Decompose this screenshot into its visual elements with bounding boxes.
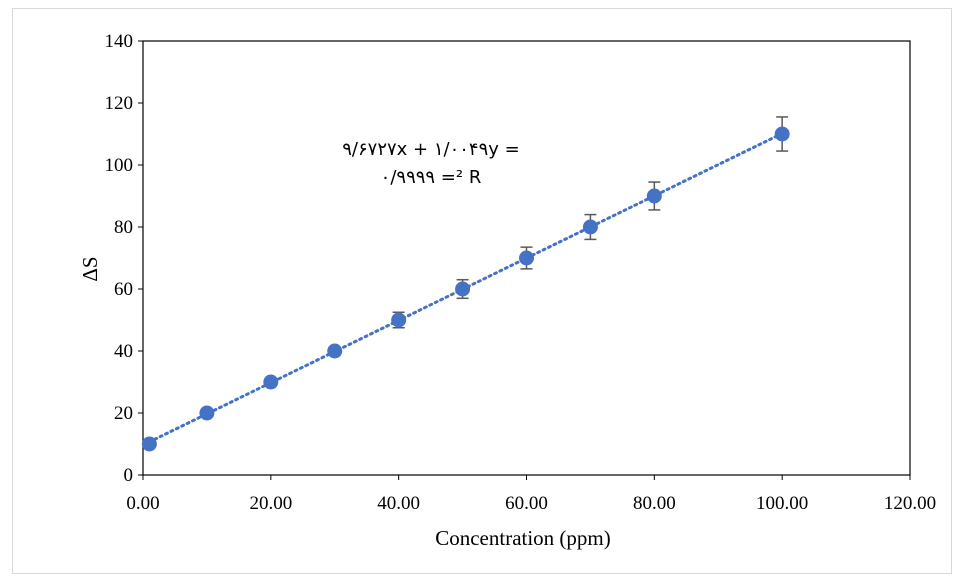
data-point — [646, 188, 662, 204]
x-tick-label: 120.00 — [884, 493, 936, 514]
data-point — [199, 405, 215, 421]
y-tick-label: 60 — [114, 279, 133, 300]
y-tick-label: 0 — [124, 465, 134, 486]
data-point — [774, 126, 790, 142]
scatter-chart: 0 20 40 60 80 100 120 140 0.00 20.00 40.00 60.00 80.… — [78, 31, 937, 550]
x-tick-label: 40.00 — [377, 493, 420, 514]
x-tick-label: 80.00 — [633, 493, 676, 514]
trendline — [147, 131, 784, 444]
x-tick-label: 0.00 — [126, 493, 159, 514]
x-tick-label: 20.00 — [249, 493, 292, 514]
x-axis-title: Concentration (ppm) — [435, 526, 611, 550]
trendline-group — [147, 131, 784, 444]
y-tick-label: 140 — [105, 31, 134, 52]
tick-labels: 0 20 40 60 80 100 120 140 0.00 20.00 40.00 60.00 80.… — [105, 31, 937, 514]
y-tick-label: 20 — [114, 403, 133, 424]
data-point — [582, 219, 598, 235]
data-point — [263, 374, 279, 390]
x-tick-label: 100.00 — [756, 493, 808, 514]
data-points — [141, 126, 790, 452]
y-tick-label: 120 — [105, 93, 134, 114]
y-tick-label: 100 — [105, 155, 134, 176]
data-point — [391, 312, 407, 328]
data-point — [141, 436, 157, 452]
x-tick-label: 60.00 — [505, 493, 548, 514]
axes — [138, 40, 911, 480]
data-point — [519, 250, 534, 266]
data-point — [327, 343, 343, 359]
y-tick-label: 40 — [114, 341, 133, 362]
y-tick-label: 80 — [114, 217, 133, 238]
chart-frame: 0 20 40 60 80 100 120 140 0.00 20.00 40.00 60.00 80.… — [12, 8, 952, 574]
trendline-equation: ۹/۶۷۲۷x + ۱/۰۰۴۹y = — [342, 139, 519, 160]
r-squared-label: ۰/۹۹۹۹ =² R — [381, 167, 482, 188]
data-point — [455, 281, 471, 297]
y-axis-title: ΔS — [78, 256, 102, 281]
